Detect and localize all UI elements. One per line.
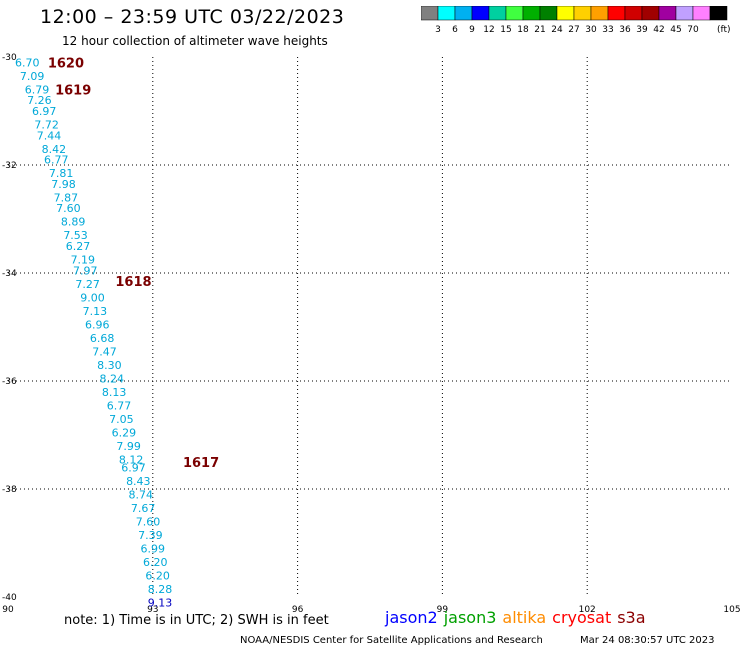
swh-point-label: 6.79 — [25, 83, 50, 96]
swh-point-label: 8.13 — [102, 386, 127, 399]
swh-point-label: 7.39 — [138, 529, 163, 542]
y-tick-label: -30 — [2, 53, 17, 63]
swh-point-label: 7.53 — [63, 229, 88, 242]
colorbar-label: 39 — [636, 25, 648, 35]
y-tick-label: -38 — [2, 485, 17, 495]
swh-point-label: 7.26 — [27, 94, 52, 107]
swh-point-label: 7.67 — [131, 502, 156, 515]
y-tick-label: -32 — [2, 161, 17, 171]
generated-timestamp: Mar 24 08:30:57 UTC 2023 — [580, 635, 715, 646]
x-tick-label: 102 — [579, 605, 596, 615]
swh-point-label: 7.60 — [136, 515, 161, 528]
x-tick-label: 90 — [2, 605, 14, 615]
colorbar-unit: (ft) — [717, 25, 731, 35]
colorbar-label: 45 — [670, 25, 681, 35]
color-scale-bar: 3 6 9 12 15 18 21 24 27 30 33 36 39 42 45 70 (ft) — [421, 6, 731, 35]
legend-item-cryosat: cryosat — [552, 608, 612, 627]
chart-subtitle: 12 hour collection of altimeter wave hei… — [62, 34, 328, 48]
swh-point-label: 7.81 — [49, 167, 74, 180]
colorbar-label: 21 — [534, 25, 545, 35]
credit-text: NOAA/NESDIS Center for Satellite Applica… — [240, 635, 543, 646]
swh-point-label: 7.13 — [83, 305, 108, 318]
swh-point-label: 8.12 — [119, 453, 144, 466]
swh-point-label: 7.72 — [34, 119, 59, 132]
swh-point-label: 7.87 — [54, 191, 79, 204]
swh-point-label: 6.20 — [143, 556, 168, 569]
colorbar-label: 30 — [585, 25, 597, 35]
legend-item-s3a: s3a — [617, 608, 646, 627]
swh-point-label: 8.28 — [148, 583, 173, 596]
swh-point-label: 6.29 — [112, 426, 137, 439]
colorbar-label: 33 — [602, 25, 613, 35]
swh-point-label: 7.27 — [75, 278, 100, 291]
swh-point-label: 6.68 — [90, 332, 115, 345]
x-tick-label: 96 — [292, 605, 304, 615]
units-note: note: 1) Time is in UTC; 2) SWH is in fe… — [64, 613, 329, 628]
swh-point-label: 6.96 — [85, 318, 110, 331]
time-label: 1618 — [115, 275, 151, 290]
y-tick-label: -34 — [2, 269, 17, 279]
swh-point-label: 6.99 — [141, 542, 166, 555]
colorbar-label: 42 — [653, 25, 664, 35]
swh-point-label: 8.89 — [61, 216, 86, 229]
swh-point-label: 7.19 — [71, 254, 96, 267]
colorbar-label: 15 — [500, 25, 511, 35]
colorbar-label: 70 — [687, 25, 699, 35]
colorbar-swatch — [709, 6, 728, 21]
swh-point-label: 7.47 — [92, 345, 117, 358]
swh-point-label: 7.99 — [116, 440, 141, 453]
swh-point-label: 7.60 — [56, 202, 81, 215]
swh-point-label: 8.74 — [128, 488, 153, 501]
colorbar-label: 24 — [551, 25, 563, 35]
swh-point-label: 8.43 — [126, 475, 151, 488]
swh-point-label: 6.70 — [15, 56, 40, 69]
colorbar-label: 6 — [452, 25, 458, 35]
swh-point-label: 7.05 — [109, 413, 134, 426]
swh-point-label: 6.77 — [44, 154, 69, 167]
swh-point-label: 6.77 — [107, 399, 132, 412]
swh-point-label: 9.00 — [80, 291, 105, 304]
y-tick-label: -36 — [2, 377, 17, 387]
swh-point-label: 8.30 — [97, 359, 122, 372]
colorbar-label: 3 — [435, 25, 441, 35]
swh-point-label: 6.97 — [32, 105, 57, 118]
time-label: 1619 — [55, 83, 91, 98]
legend-item-jason3: jason3 — [443, 608, 497, 627]
time-label: 1620 — [48, 56, 84, 71]
x-tick-label: 99 — [437, 605, 449, 615]
colorbar-label: 36 — [619, 25, 631, 35]
swh-point-label: 7.09 — [20, 70, 45, 83]
swh-point-label: 8.24 — [100, 372, 125, 385]
satellite-legend: jason2 jason3 altika cryosat s3a — [385, 608, 652, 627]
swh-point-label: 7.44 — [37, 129, 62, 142]
swh-point-label: 7.97 — [73, 264, 98, 277]
swh-point-label: 6.20 — [145, 569, 170, 582]
swh-point-label: 9.13 — [148, 596, 173, 609]
chart-title: 12:00 – 23:59 UTC 03/22/2023 — [40, 6, 345, 28]
swh-point-label: 6.97 — [121, 461, 146, 474]
colorbar-label: 27 — [568, 25, 579, 35]
swh-point-label: 8.42 — [42, 143, 67, 156]
colorbar-label: 18 — [517, 25, 529, 35]
x-tick-label: 105 — [723, 605, 740, 615]
swh-point-label: 7.98 — [51, 178, 76, 191]
colorbar-label: 9 — [469, 25, 475, 35]
legend-item-altika: altika — [502, 608, 547, 627]
colorbar-label: 12 — [483, 25, 494, 35]
legend-item-jason2: jason2 — [385, 608, 438, 627]
y-tick-label: -40 — [2, 593, 17, 603]
swh-point-label: 6.27 — [66, 240, 91, 253]
time-label: 1617 — [183, 456, 219, 471]
x-tick-label: 93 — [147, 605, 158, 615]
